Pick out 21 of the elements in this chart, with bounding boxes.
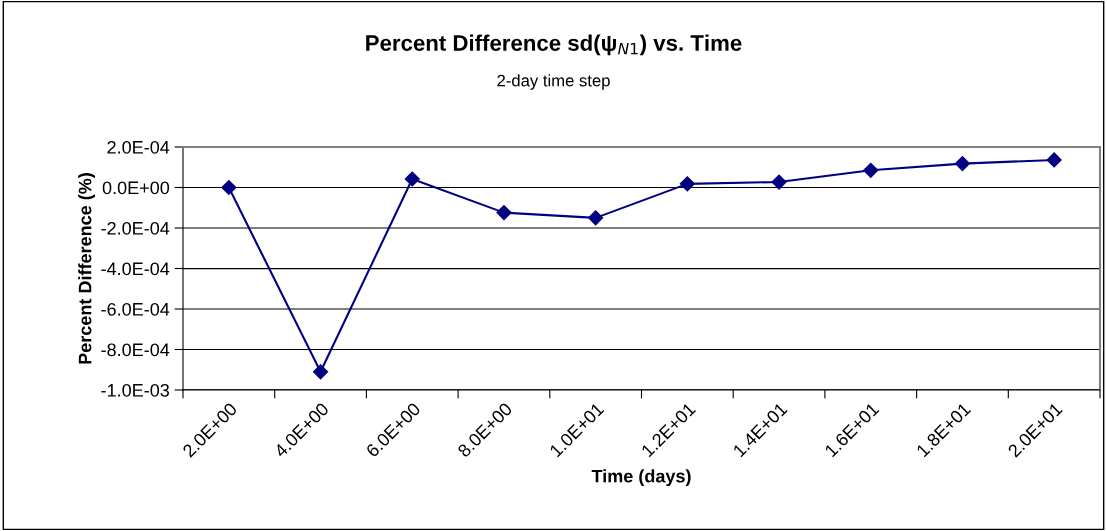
y-axis-title: Percent Difference (%) (78, 173, 95, 364)
point (954, 156, 971, 172)
point (679, 176, 695, 192)
chart-subtitle: 2-day time step (497, 74, 610, 90)
chart-title: Percent Difference sd(ψ$_{N1}$) vs. Time (366, 34, 742, 56)
point (496, 205, 512, 221)
y-tick-label: 2.0E-04 (107, 140, 170, 154)
point (863, 162, 879, 178)
point (312, 364, 329, 380)
y-tick-label: 0.0E+00 (102, 181, 170, 195)
point (221, 179, 237, 196)
point (771, 174, 787, 190)
y-tick-label: -8.0E-04 (101, 343, 170, 357)
y-tick-label: -6.0E-04 (101, 302, 170, 316)
x-axis-title: Time (days) (591, 469, 691, 487)
point (1046, 152, 1062, 168)
y-tick-label: -1.0E-03 (101, 383, 170, 397)
y-tick-label: -2.0E-04 (101, 221, 170, 235)
y-tick-label: -4.0E-04 (101, 262, 170, 276)
point (404, 171, 420, 187)
point (588, 210, 604, 226)
